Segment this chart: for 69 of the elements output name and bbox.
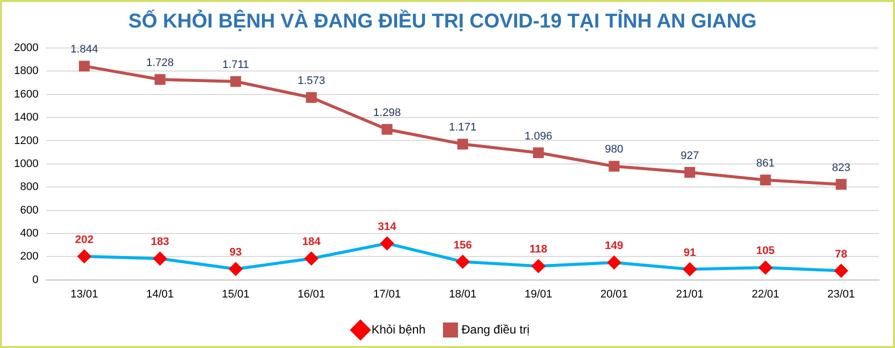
data-label: 78 [835,248,848,260]
data-label: 156 [454,239,472,252]
data-label: 91 [684,246,696,259]
x-tick-label: 17/01 [373,288,401,300]
data-label: 1.573 [298,75,326,88]
data-label: 823 [832,162,850,174]
point [382,124,392,135]
x-tick-label: 16/01 [298,288,326,300]
y-tick-label: 200 [20,250,38,263]
data-label: 314 [378,220,398,233]
data-label: 1.096 [524,130,552,142]
x-tick-label: 14/01 [146,288,174,300]
data-label: 105 [756,245,775,258]
y-tick-label: 1600 [14,88,38,100]
x-tick-label: 19/01 [524,288,552,300]
point [457,138,468,150]
x-tick-label: 21/01 [676,288,704,300]
point [532,260,545,273]
data-label: 861 [756,158,775,170]
point [684,166,696,178]
point [154,74,166,85]
data-label: 1.728 [146,57,174,70]
data-label: 1.298 [373,106,401,119]
point [230,76,242,87]
data-label: 183 [150,236,170,248]
y-tick-label: 800 [20,181,38,194]
data-label: 149 [604,240,624,252]
chart-title: SỐ KHỎI BỆNH VÀ ĐANG ĐIỀU TRỊ COVID-19 TẠI TỈNH AN GIANG [128,10,757,33]
y-tick-label: 1200 [14,134,38,147]
data-label: 927 [680,150,699,162]
point [836,179,847,190]
point [533,147,544,158]
y-tick-label: 2000 [14,42,38,54]
point [304,252,318,265]
data-label: 980 [604,144,624,156]
data-label: 184 [302,236,322,248]
point [456,255,470,268]
legend-label: Đang điều trị [462,322,530,336]
point [78,250,91,263]
data-label: 118 [530,244,548,256]
x-tick-label: 20/01 [600,288,628,300]
point [154,252,166,266]
data-label: 1.171 [448,122,476,134]
data-label: 1.711 [222,59,250,72]
data-label: 93 [230,246,242,259]
point [306,92,317,103]
data-label: 202 [75,234,94,246]
data-label: 1.844 [70,44,98,56]
y-tick-label: 400 [20,227,38,240]
x-tick-label: 18/01 [448,288,476,300]
point [608,256,621,270]
point [834,264,848,278]
point [683,262,696,276]
point [229,262,242,276]
y-tick-label: 0 [32,274,38,286]
x-tick-label: 23/01 [827,288,855,300]
point [380,236,394,250]
point [758,261,772,274]
x-tick-label: 22/01 [752,288,780,300]
point [760,174,771,186]
x-tick-label: 13/01 [70,288,98,300]
x-tick-label: 15/01 [222,288,250,300]
point [608,160,620,172]
y-tick-label: 600 [20,204,38,216]
y-tick-label: 1800 [14,65,38,78]
y-tick-label: 1400 [14,112,38,124]
y-tick-label: 1000 [14,158,38,170]
legend-label: Khỏi bệnh [371,322,426,336]
point [78,60,90,72]
